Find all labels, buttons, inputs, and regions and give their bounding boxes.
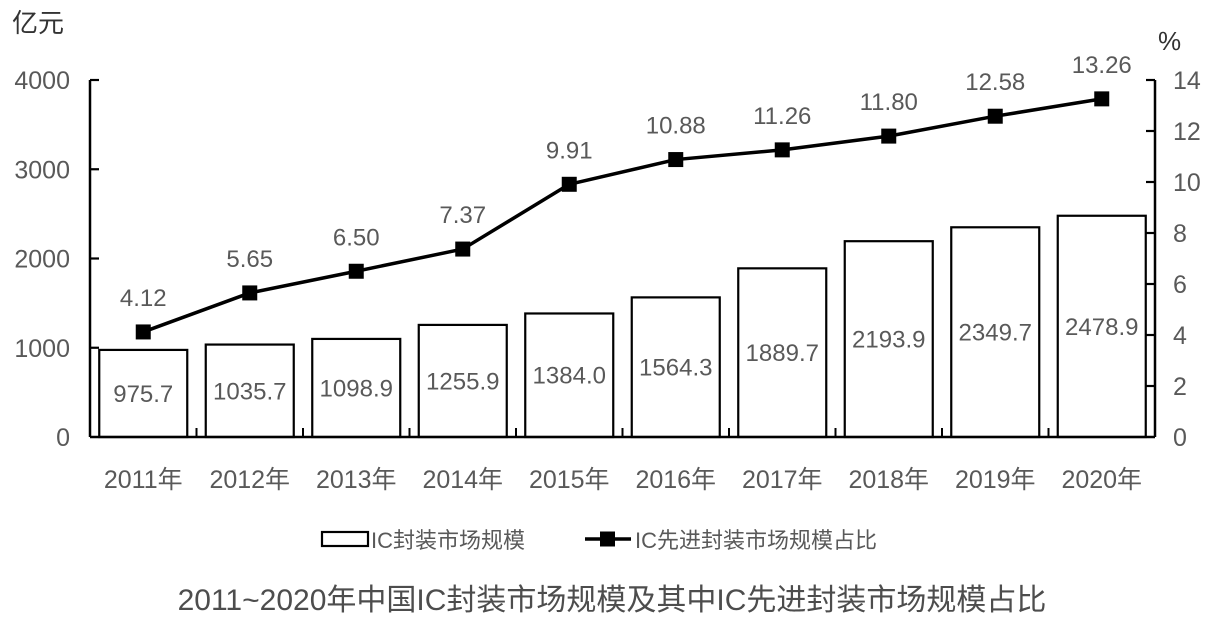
left-axis-tick-label: 4000	[14, 67, 70, 95]
left-axis-tick-label: 1000	[14, 335, 70, 363]
right-axis-tick-label: 6	[1173, 271, 1187, 299]
bar-value-label: 1098.9	[320, 375, 393, 402]
line-series	[141, 97, 1104, 334]
line-marker-2017年	[774, 142, 790, 158]
chart-title: 2011~2020年中国IC封装市场规模及其中IC先进封装市场规模占比	[178, 584, 1047, 617]
x-category-label: 2019年	[955, 466, 1036, 494]
left-axis-tick-label: 0	[56, 424, 70, 452]
bar-value-label: 2478.9	[1065, 314, 1138, 341]
bar-value-label: 1564.3	[639, 355, 712, 382]
left-axis-unit-label: 亿元	[12, 8, 64, 38]
left-axis-tick-label: 3000	[14, 156, 70, 184]
bar-value-label: 2349.7	[959, 320, 1032, 347]
bar-value-label: 1384.0	[533, 363, 606, 390]
right-axis-tick-label: 4	[1173, 322, 1187, 350]
right-axis-tick-label: 8	[1173, 220, 1187, 248]
line-value-label: 7.37	[439, 202, 486, 229]
line-marker-2019年	[987, 108, 1003, 124]
x-category-label: 2014年	[422, 466, 503, 494]
bar-value-label: 1035.7	[213, 378, 286, 405]
bar-value-label: 1889.7	[746, 340, 819, 367]
x-category-label: 2013年	[316, 466, 397, 494]
line-value-label: 13.26	[1072, 52, 1132, 79]
x-category-label: 2011年	[104, 466, 183, 494]
legend-item-bar: IC封装市场规模	[320, 528, 525, 553]
bar-2014年	[417, 323, 508, 439]
right-axis-unit-label: %	[1158, 26, 1181, 56]
bar-value-label: 975.7	[113, 381, 173, 408]
line-marker-2015年	[561, 176, 577, 192]
x-category-label: 2018年	[848, 466, 929, 494]
line-value-label: 4.12	[120, 285, 167, 312]
legend-bar-label: IC封装市场规模	[371, 528, 525, 553]
bar-2012年	[204, 343, 295, 439]
line-marker-2018年	[881, 128, 897, 144]
line-value-label: 5.65	[226, 246, 273, 273]
line-value-label: 12.58	[965, 69, 1025, 96]
bar-2016年	[630, 296, 721, 439]
bar-series-swatch-icon	[320, 530, 370, 548]
plot-area: 975.7 1035.7 1098.9 1255.9 1384.0 1564.3 1889.…	[14, 52, 1201, 494]
x-category-label: 2012年	[209, 466, 290, 494]
right-axis-tick-label: 2	[1173, 373, 1187, 401]
left-axis-tick-label: 2000	[14, 246, 70, 274]
right-axis-tick-label: 10	[1173, 169, 1201, 197]
line-marker-2016年	[668, 152, 684, 168]
line-value-label: 11.80	[860, 89, 918, 116]
line-value-label: 6.50	[333, 224, 380, 251]
bar-value-label: 1255.9	[426, 368, 499, 395]
bar-2011年	[98, 348, 189, 439]
x-category-label: 2016年	[635, 466, 716, 494]
x-category-label: 2017年	[742, 466, 823, 494]
line-marker-2011年	[135, 324, 151, 340]
line-value-label: 10.88	[646, 113, 706, 140]
line-marker-2020年	[1094, 91, 1110, 107]
right-axis-tick-label: 14	[1173, 67, 1201, 95]
right-axis-tick-label: 12	[1173, 118, 1201, 146]
bar-2018年	[843, 240, 934, 439]
legend: IC封装市场规模 IC先进封装市场规模占比	[320, 528, 877, 553]
bar-value-label: 2193.9	[852, 327, 925, 354]
legend-item-line: IC先进封装市场规模占比	[585, 528, 877, 553]
line-marker-2013年	[348, 263, 364, 279]
right-axis-tick-label: 0	[1173, 424, 1187, 452]
line-series-marker-icon	[600, 531, 615, 547]
bar-2020年	[1056, 214, 1147, 439]
line-value-label: 9.91	[546, 137, 593, 164]
line-marker-2014年	[455, 241, 471, 257]
x-category-label: 2015年	[529, 466, 610, 494]
x-category-label: 2020年	[1061, 466, 1142, 494]
legend-line-label: IC先进封装市场规模占比	[635, 528, 877, 553]
line-value-label: 11.26	[753, 103, 811, 130]
line-marker-2012年	[242, 285, 258, 301]
